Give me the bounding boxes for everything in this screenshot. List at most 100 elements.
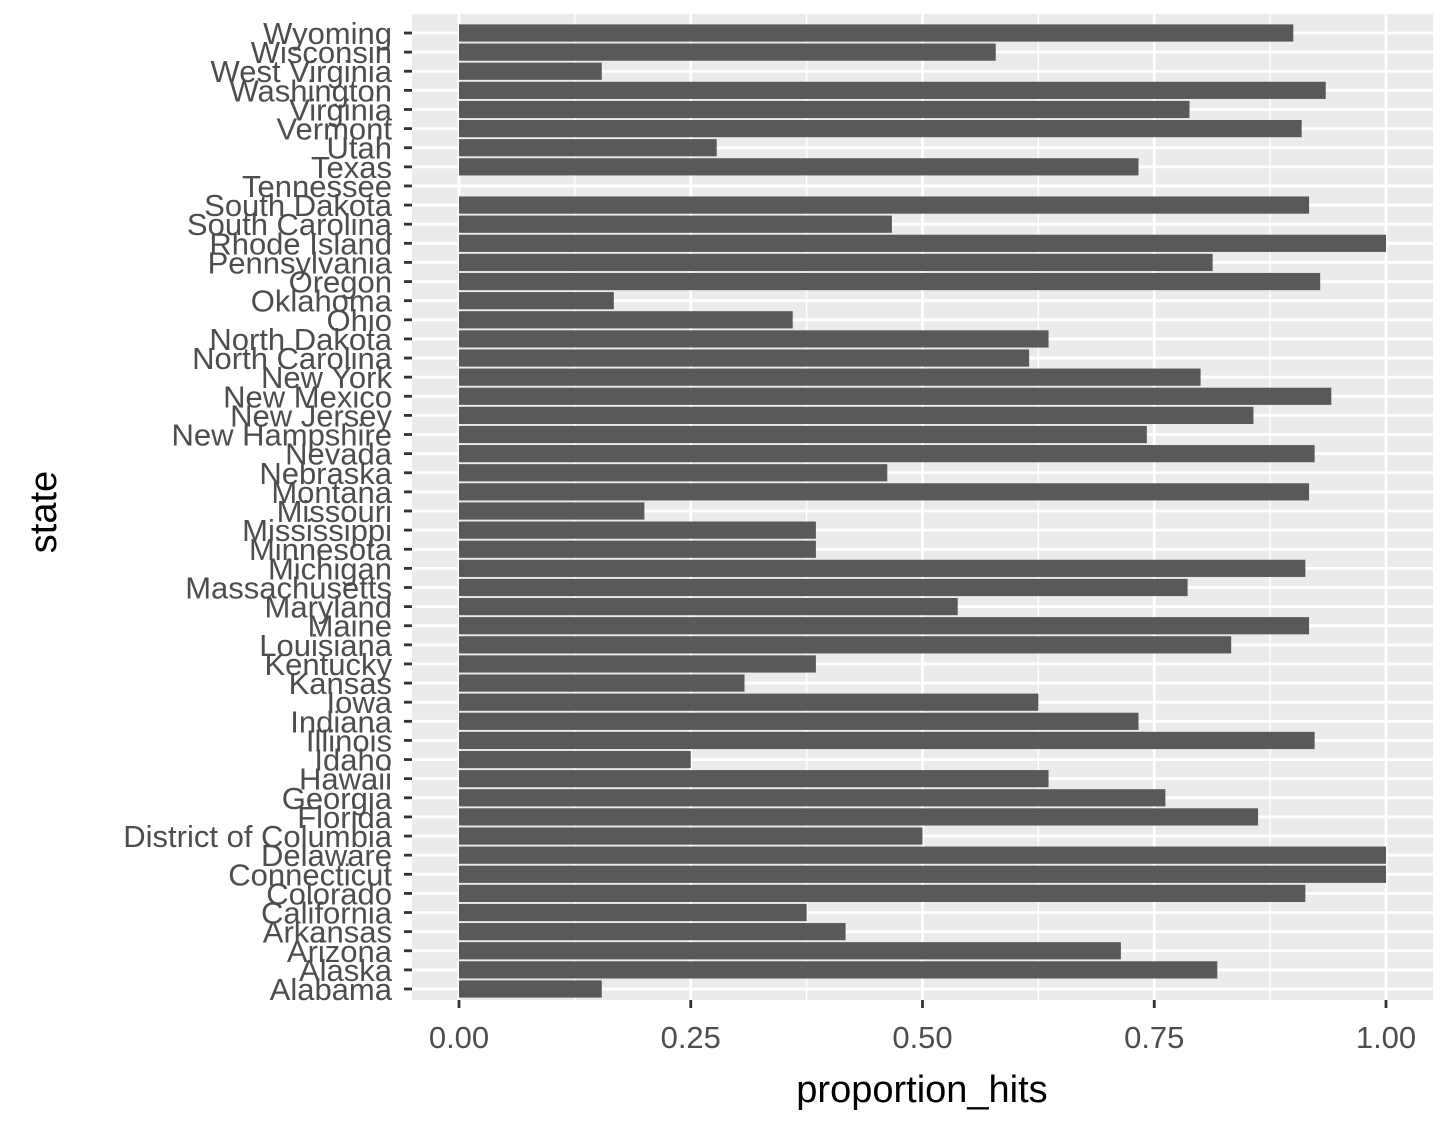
y-tick-label: Massachusetts xyxy=(185,570,392,605)
y-tick-label: New Jersey xyxy=(230,398,392,433)
y-tick-label: New York xyxy=(261,360,392,395)
bar-delaware xyxy=(459,846,1386,864)
bar-district-of-columbia xyxy=(459,827,923,845)
bar-north-dakota xyxy=(459,330,1049,348)
y-tick-label: Indiana xyxy=(290,704,392,739)
y-tick-label: Minnesota xyxy=(249,532,393,567)
y-tick-label: Georgia xyxy=(282,781,393,816)
y-tick-label: Maryland xyxy=(265,590,393,625)
bar-nevada xyxy=(459,445,1315,463)
y-tick-label: Mississippi xyxy=(242,513,392,548)
y-tick-label: Colorado xyxy=(266,876,392,911)
bar-kansas xyxy=(459,674,745,692)
y-axis-tick-labels: AlabamaAlaskaArizonaArkansasCaliforniaCo… xyxy=(123,16,393,1007)
bar-connecticut xyxy=(459,865,1386,883)
y-tick-label: Wyoming xyxy=(263,16,392,51)
y-tick-label: South Dakota xyxy=(204,188,393,223)
bar-pennsylvania xyxy=(459,253,1213,272)
bar-nebraska xyxy=(459,464,888,482)
y-tick-label: Vermont xyxy=(277,112,393,147)
bar-alaska xyxy=(459,961,1218,979)
bar-georgia xyxy=(459,789,1166,807)
bar-utah xyxy=(459,139,717,157)
y-tick-label: North Dakota xyxy=(209,322,392,357)
y-tick-label: Tennessee xyxy=(242,169,392,204)
bar-rhode-island xyxy=(459,234,1386,252)
bar-oklahoma xyxy=(459,292,614,310)
y-tick-label: Arkansas xyxy=(263,915,392,950)
x-tick-label: 0.00 xyxy=(429,1020,489,1055)
y-tick-label: California xyxy=(261,896,393,931)
bar-wyoming xyxy=(459,24,1294,42)
bar-illinois xyxy=(459,731,1315,750)
y-tick-label: Alaska xyxy=(299,953,393,988)
y-tick-label: Washington xyxy=(229,73,392,108)
x-tick-label: 0.75 xyxy=(1124,1020,1184,1055)
y-tick-label: Kansas xyxy=(289,666,392,701)
x-axis-tick-labels: 0.00 0.25 0.50 0.75 1.00 xyxy=(429,1020,1416,1055)
y-tick-label: Texas xyxy=(311,150,392,185)
y-tick-label: Kentucky xyxy=(264,647,392,682)
y-tick-label: Rhode Island xyxy=(209,226,392,261)
bar-north-carolina xyxy=(459,349,1030,367)
bar-virginia xyxy=(459,100,1190,119)
bar-florida xyxy=(459,808,1259,826)
y-tick-label: Idaho xyxy=(314,743,392,778)
bar-oregon xyxy=(459,272,1321,291)
y-tick-label: Connecticut xyxy=(228,857,392,892)
x-axis-ticks xyxy=(457,1000,1388,1008)
bar-michigan xyxy=(459,559,1306,577)
y-tick-label: Arizona xyxy=(287,934,393,969)
bar-ohio xyxy=(459,311,793,329)
bar-washington xyxy=(459,81,1326,99)
y-tick-label: Florida xyxy=(297,800,393,835)
y-tick-label: Illinois xyxy=(306,723,392,758)
x-tick-label: 0.50 xyxy=(892,1020,952,1055)
y-tick-label: New Mexico xyxy=(223,379,392,414)
bar-texas xyxy=(459,158,1139,176)
bar-new-mexico xyxy=(459,387,1332,405)
x-tick-label: 1.00 xyxy=(1356,1020,1416,1055)
y-tick-label: Nebraska xyxy=(259,456,392,491)
bar-kentucky xyxy=(459,655,816,673)
x-axis-title: proportion_hits xyxy=(796,1069,1047,1111)
bar-mississippi xyxy=(459,521,816,539)
bar-louisiana xyxy=(459,636,1232,654)
y-tick-label: Pennsylvania xyxy=(208,245,393,280)
y-tick-label: Nevada xyxy=(285,437,393,472)
bar-arkansas xyxy=(459,923,846,941)
y-tick-label: Oklahoma xyxy=(251,284,393,319)
bar-idaho xyxy=(459,750,691,769)
bar-vermont xyxy=(459,119,1302,138)
y-tick-label: Hawaii xyxy=(299,762,392,797)
bar-wisconsin xyxy=(459,43,996,61)
y-tick-label: Montana xyxy=(271,475,392,510)
bar-new-jersey xyxy=(459,406,1254,425)
y-axis-title: state xyxy=(23,471,65,553)
bar-arizona xyxy=(459,942,1121,960)
y-tick-label: Alabama xyxy=(270,972,393,1007)
bar-alabama xyxy=(459,980,602,998)
y-tick-label: Wisconsin xyxy=(251,35,392,70)
bar-west-virginia xyxy=(459,62,602,80)
x-tick-label: 0.25 xyxy=(661,1020,721,1055)
bar-iowa xyxy=(459,693,1039,711)
bar-maine xyxy=(459,617,1310,635)
bar-maryland xyxy=(459,597,958,616)
bar-indiana xyxy=(459,712,1139,730)
y-tick-label: Oregon xyxy=(289,265,392,300)
bars xyxy=(459,24,1386,998)
bar-montana xyxy=(459,483,1310,501)
y-tick-label: New Hampshire xyxy=(171,418,392,453)
y-tick-label: Missouri xyxy=(277,494,392,529)
bar-new-hampshire xyxy=(459,425,1147,444)
bar-hawaii xyxy=(459,770,1049,788)
y-tick-label: District of Columbia xyxy=(123,819,392,854)
bar-massachusetts xyxy=(459,578,1188,597)
bar-new-york xyxy=(459,368,1201,386)
bar-south-carolina xyxy=(459,215,892,233)
y-tick-label: Ohio xyxy=(327,303,392,338)
y-tick-label: West Virginia xyxy=(211,54,393,89)
y-tick-label: Michigan xyxy=(268,551,392,586)
